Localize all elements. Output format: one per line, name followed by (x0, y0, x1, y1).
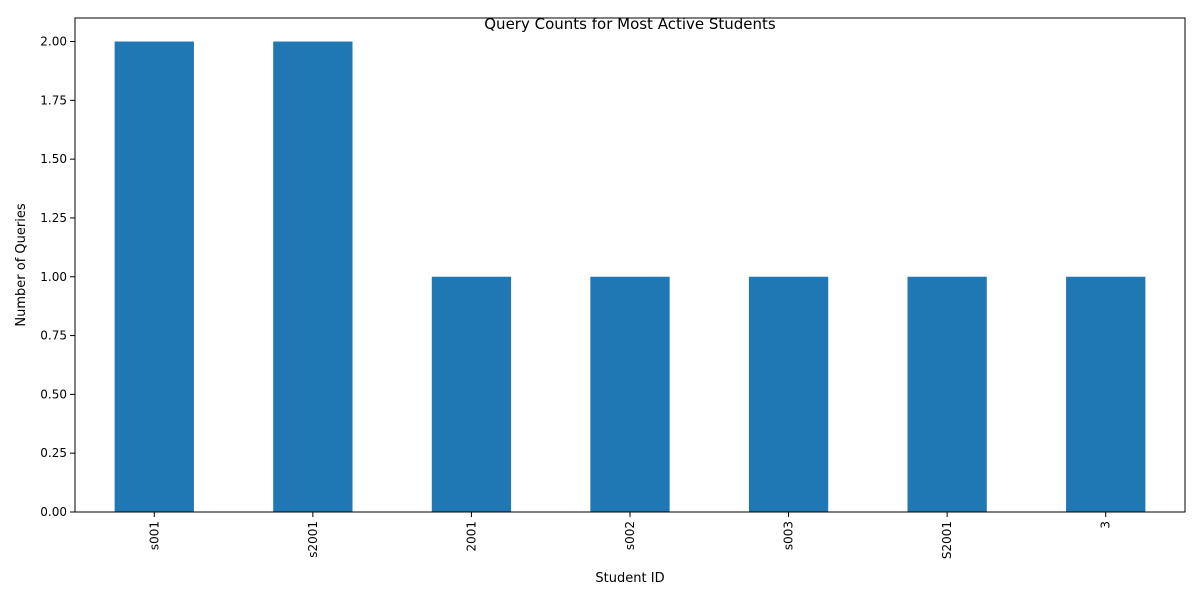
bar-s002 (590, 276, 670, 512)
x-tick-label-s001: s001 (147, 521, 161, 550)
x-axis: s001 s2001 2001 s002 s003 S2001 3 (147, 512, 1113, 559)
chart-title: Query Counts for Most Active Students (484, 15, 776, 33)
x-axis-label: Student ID (595, 571, 664, 586)
bars-group (114, 41, 1146, 513)
x-tick-label-3: 3 (1099, 521, 1113, 529)
y-tick-label-2.00: 2.00 (40, 35, 67, 49)
y-axis-label: Number of Queries (14, 203, 29, 326)
y-axis: 0.00 0.25 0.50 0.75 1.00 1.25 1.50 1.75 2.00 (40, 35, 75, 519)
x-tick-label-s002: s002 (623, 521, 637, 550)
bar-3 (1066, 276, 1146, 512)
bar-s003 (748, 276, 829, 512)
bar-s001 (114, 41, 194, 513)
bar-s2001 (273, 41, 353, 513)
y-tick-label-1.00: 1.00 (40, 270, 67, 284)
y-tick-label-1.50: 1.50 (40, 152, 67, 166)
y-tick-label-0.50: 0.50 (40, 387, 67, 401)
y-tick-label-0.00: 0.00 (40, 505, 67, 519)
x-tick-label-2001: 2001 (464, 521, 478, 552)
bar-2001 (431, 276, 512, 512)
y-tick-label-1.75: 1.75 (40, 93, 67, 107)
x-tick-label-S2001: S2001 (940, 521, 954, 559)
y-tick-label-0.25: 0.25 (40, 446, 67, 460)
x-tick-label-s003: s003 (782, 521, 796, 550)
bar-S2001 (907, 276, 987, 512)
x-tick-label-s2001: s2001 (306, 521, 320, 558)
y-tick-label-1.25: 1.25 (40, 211, 67, 225)
plot-frame (74, 17, 1186, 513)
y-tick-label-0.75: 0.75 (40, 329, 67, 343)
